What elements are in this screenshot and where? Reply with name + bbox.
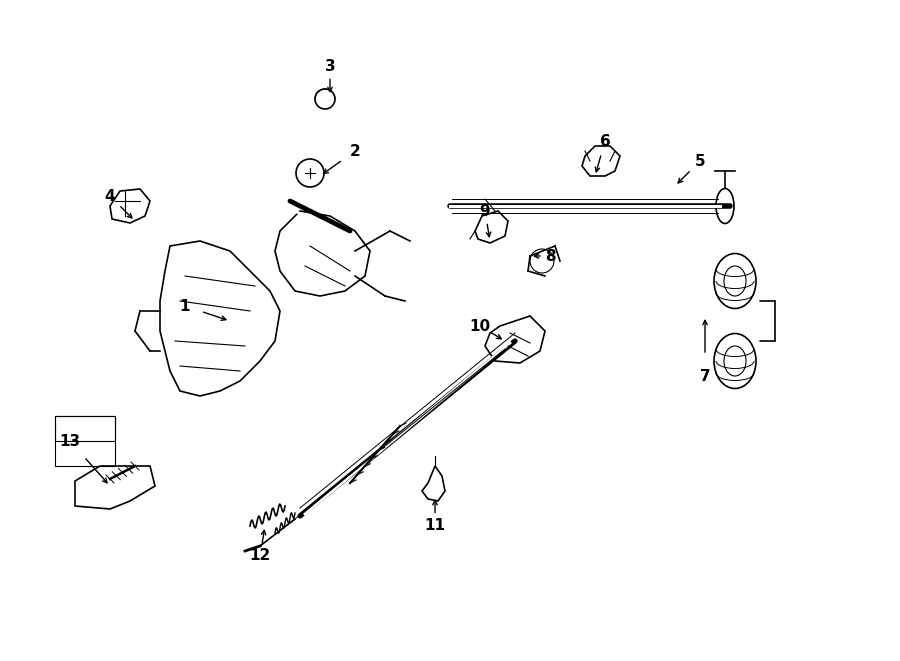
Text: 11: 11 xyxy=(425,518,446,533)
Text: 13: 13 xyxy=(59,434,81,449)
Text: 12: 12 xyxy=(249,549,271,563)
Text: 9: 9 xyxy=(480,204,491,219)
Text: 2: 2 xyxy=(349,143,360,159)
Text: 7: 7 xyxy=(699,368,710,383)
Text: 6: 6 xyxy=(599,134,610,149)
Text: 8: 8 xyxy=(544,249,555,264)
Text: 4: 4 xyxy=(104,188,115,204)
Text: 3: 3 xyxy=(325,59,336,73)
Text: 1: 1 xyxy=(180,299,190,313)
Text: 5: 5 xyxy=(695,153,706,169)
Text: 10: 10 xyxy=(470,319,490,334)
